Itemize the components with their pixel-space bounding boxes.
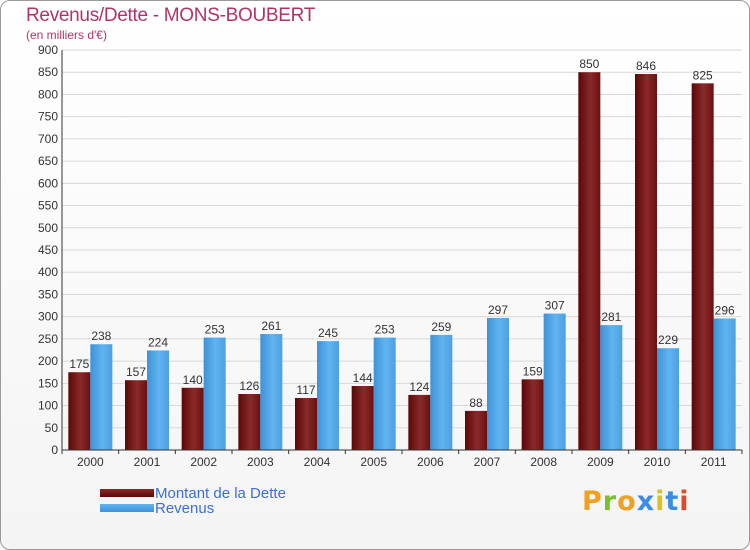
- bar-dette: [691, 83, 714, 450]
- data-label-revenus: 224: [148, 335, 168, 349]
- legend-swatch-revenus: [100, 504, 154, 512]
- y-tick-label: 550: [38, 199, 58, 213]
- logo-letter: x: [636, 486, 656, 517]
- bar-revenus: [487, 318, 509, 450]
- data-label-dette: 175: [69, 357, 89, 371]
- data-label-revenus: 238: [91, 329, 111, 343]
- bar-dette: [351, 386, 374, 450]
- x-tick-label: 2003: [247, 455, 274, 469]
- y-tick-label: 350: [38, 287, 58, 301]
- y-tick-label: 450: [38, 243, 58, 257]
- chart-title: Revenus/Dette - MONS-BOUBERT: [26, 5, 315, 26]
- data-label-revenus: 297: [488, 303, 508, 317]
- data-label-dette: 126: [239, 379, 259, 393]
- legend-swatch-dette: [100, 489, 154, 497]
- data-label-revenus: 253: [375, 323, 395, 337]
- data-label-dette: 140: [183, 373, 203, 387]
- bar-dette: [181, 387, 204, 450]
- data-label-dette: 159: [523, 364, 543, 378]
- data-label-dette: 88: [469, 396, 483, 410]
- logo-letter: o: [617, 486, 637, 517]
- y-tick-label: 50: [45, 421, 59, 435]
- logo-letter: P: [582, 486, 603, 517]
- bar-revenus: [203, 337, 226, 450]
- bar-dette: [68, 372, 91, 450]
- x-tick-label: 2011: [701, 455, 727, 469]
- data-label-dette: 846: [636, 59, 656, 73]
- x-tick-label: 2004: [304, 455, 331, 469]
- legend-label-revenus: Revenus: [155, 500, 215, 517]
- data-label-revenus: 253: [205, 323, 225, 337]
- logo-letter: r: [602, 486, 618, 517]
- x-tick-label: 2000: [77, 455, 104, 469]
- y-tick-label: 750: [38, 110, 58, 124]
- x-tick-label: 2008: [530, 455, 557, 469]
- data-label-revenus: 261: [261, 319, 281, 333]
- x-tick-label: 2006: [417, 455, 444, 469]
- bar-revenus: [600, 325, 623, 450]
- data-label-revenus: 296: [715, 303, 735, 317]
- y-tick-label: 0: [51, 443, 58, 457]
- bar-dette: [295, 398, 317, 450]
- y-tick-label: 200: [38, 354, 58, 368]
- y-tick-label: 150: [38, 376, 58, 390]
- bar-revenus: [657, 348, 679, 450]
- data-label-dette: 825: [693, 68, 713, 82]
- data-label-revenus: 281: [601, 310, 621, 324]
- data-label-dette: 117: [296, 383, 315, 397]
- bar-dette: [238, 394, 261, 450]
- data-label-revenus: 259: [431, 320, 451, 334]
- y-tick-label: 250: [38, 332, 58, 346]
- y-tick-label: 900: [38, 43, 58, 57]
- x-tick-label: 2002: [190, 455, 217, 469]
- proxiti-logo: Proxiti: [582, 486, 690, 517]
- y-tick-label: 400: [38, 265, 58, 279]
- y-tick-label: 100: [38, 399, 58, 413]
- data-label-dette: 850: [579, 57, 599, 71]
- chart-subtitle: (en milliers d'€): [26, 28, 107, 42]
- bar-revenus: [260, 334, 283, 450]
- bar-revenus: [430, 334, 453, 450]
- bar-dette: [521, 379, 544, 450]
- x-tick-label: 2010: [644, 455, 671, 469]
- data-label-revenus: 245: [318, 326, 338, 340]
- y-tick-label: 300: [38, 310, 58, 324]
- bar-revenus: [317, 341, 339, 450]
- bar-revenus: [543, 313, 566, 450]
- y-tick-label: 600: [38, 176, 58, 190]
- y-tick-label: 500: [38, 221, 58, 235]
- bar-dette: [635, 74, 657, 450]
- legend-label-dette: Montant de la Dette: [155, 485, 286, 502]
- x-tick-label: 2009: [587, 455, 614, 469]
- bar-revenus: [373, 337, 396, 450]
- y-tick-label: 650: [38, 154, 58, 168]
- logo-letter: t: [665, 486, 680, 517]
- bar-revenus: [90, 344, 113, 450]
- data-label-revenus: 229: [658, 333, 678, 347]
- bar-dette: [408, 394, 431, 450]
- y-tick-label: 800: [38, 87, 58, 101]
- y-tick-label: 850: [38, 65, 58, 79]
- bar-dette: [125, 380, 147, 450]
- bar-revenus: [713, 318, 736, 450]
- data-label-dette: 144: [353, 371, 373, 385]
- bar-revenus: [147, 350, 169, 450]
- x-tick-label: 2001: [134, 455, 161, 469]
- y-tick-label: 700: [38, 132, 58, 146]
- x-tick-label: 2005: [360, 455, 387, 469]
- logo-letter: i: [679, 486, 690, 517]
- data-label-revenus: 307: [545, 299, 565, 313]
- bar-dette: [465, 410, 487, 450]
- logo-letter: i: [655, 486, 666, 517]
- x-tick-label: 2007: [474, 455, 501, 469]
- data-label-dette: 157: [126, 365, 146, 379]
- data-label-dette: 124: [409, 380, 429, 394]
- bar-dette: [578, 72, 601, 450]
